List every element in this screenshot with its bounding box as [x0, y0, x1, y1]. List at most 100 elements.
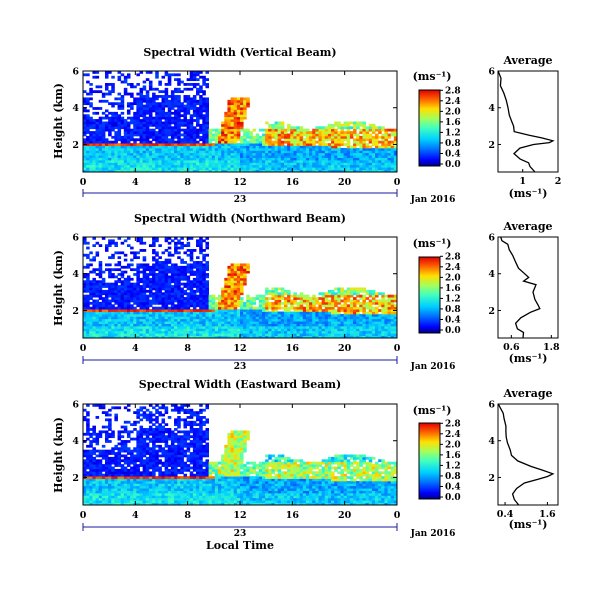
heatmap-cell — [243, 318, 247, 322]
heatmap-cell — [83, 138, 87, 142]
heatmap-cell — [274, 313, 279, 317]
heatmap-cell — [202, 114, 206, 118]
heatmap-cell — [92, 333, 96, 336]
heatmap-cell — [240, 335, 244, 338]
heatmap-cell — [92, 313, 96, 317]
heatmap-cell — [104, 83, 109, 86]
heatmap-cell — [211, 306, 216, 310]
colorbar-ticks: 0.00.40.81.21.62.02.42.8 — [440, 252, 461, 336]
heatmap-cell — [224, 323, 228, 327]
heatmap-cell — [312, 304, 316, 308]
heatmap-cell — [174, 237, 178, 240]
heatmap-cell — [246, 131, 250, 134]
heatmap-cell — [189, 131, 194, 134]
heatmap-cell — [170, 121, 175, 125]
heatmap-cell — [274, 147, 279, 151]
heatmap-cell — [158, 150, 162, 154]
heatmap-cell — [192, 155, 197, 158]
heatmap-cell — [114, 328, 118, 332]
heatmap-cell — [136, 138, 140, 142]
heatmap-cell — [152, 318, 156, 322]
heatmap-cell — [136, 313, 140, 317]
heatmap-cell — [101, 121, 106, 125]
heatmap-cell — [218, 169, 222, 172]
heatmap-cell — [117, 123, 122, 127]
heatmap-cell — [280, 333, 285, 336]
heatmap-cell — [120, 135, 125, 139]
heatmap-cell — [265, 297, 269, 300]
heatmap-cell — [167, 268, 172, 272]
heatmap-cell — [353, 323, 357, 327]
heatmap-cell — [208, 167, 213, 170]
heatmap-cell — [327, 162, 332, 166]
heatmap-cell — [111, 268, 115, 272]
heatmap-cell — [227, 270, 231, 274]
heatmap-cell — [249, 147, 253, 151]
heatmap-cell — [321, 297, 326, 300]
heatmap-cell — [126, 313, 131, 317]
heatmap-cell — [205, 330, 209, 334]
heatmap-cell — [142, 304, 147, 308]
heatmap-cell — [136, 265, 140, 269]
heatmap-cell — [362, 128, 366, 132]
heatmap-cell — [89, 135, 93, 139]
heatmap-cell — [111, 111, 115, 115]
heatmap-cell — [240, 121, 244, 125]
heatmap-cell — [384, 330, 388, 334]
heatmap-cell — [199, 313, 203, 317]
heatmap-cell — [218, 155, 222, 158]
heatmap-cell — [246, 304, 250, 308]
heatmap-cell — [177, 150, 181, 154]
heatmap-cell — [236, 294, 241, 298]
heatmap-cell — [86, 109, 90, 113]
heatmap-cell — [283, 318, 288, 322]
heatmap-cell — [86, 325, 90, 329]
heatmap-cell — [145, 90, 150, 94]
heatmap-cell — [92, 133, 96, 137]
heatmap-cell — [327, 152, 332, 156]
heatmap-cell — [312, 294, 316, 298]
heatmap-cell — [111, 135, 115, 139]
heatmap-cell — [252, 313, 257, 317]
heatmap-cell — [152, 107, 156, 110]
heatmap-cell — [167, 104, 172, 108]
heatmap-cell — [86, 287, 90, 291]
heatmap-cell — [243, 157, 247, 161]
heatmap-cell — [390, 157, 395, 161]
heatmap-cell — [117, 104, 122, 108]
heatmap-cell — [189, 116, 194, 120]
heatmap-cell — [202, 297, 206, 300]
heatmap-cell — [214, 138, 219, 142]
heatmap-cell — [277, 325, 282, 329]
heatmap-cell — [108, 333, 112, 336]
heatmap-cell — [167, 111, 172, 115]
heatmap-cell — [199, 109, 203, 113]
heatmap-cell — [393, 294, 397, 298]
heatmap-cell — [161, 133, 166, 137]
heatmap-cell — [208, 138, 213, 142]
heatmap-cell — [186, 265, 191, 269]
heatmap-cell — [299, 126, 304, 130]
heatmap-cell — [111, 90, 115, 94]
heatmap-cell — [274, 121, 279, 125]
heatmap-cell — [133, 313, 137, 317]
heatmap-cell — [139, 167, 144, 170]
heatmap-cell — [356, 289, 360, 293]
heatmap-cell — [189, 133, 194, 137]
average-title: Average — [502, 54, 552, 67]
heatmap-cell — [331, 143, 335, 146]
heatmap-cell — [390, 294, 395, 298]
heatmap-cell — [293, 133, 297, 137]
heatmap-cell — [117, 159, 122, 163]
heatmap-cell — [139, 289, 144, 293]
heatmap-cell — [155, 123, 159, 127]
heatmap-cell — [255, 309, 260, 312]
heatmap-cell — [142, 121, 147, 125]
heatmap-cell — [283, 333, 288, 336]
heatmap-cell — [177, 277, 181, 281]
heatmap-cell — [255, 321, 260, 324]
heatmap-cell — [309, 133, 313, 137]
heatmap-cell — [246, 330, 250, 334]
heatmap-cell — [387, 135, 392, 139]
heatmap-cell — [117, 145, 122, 149]
